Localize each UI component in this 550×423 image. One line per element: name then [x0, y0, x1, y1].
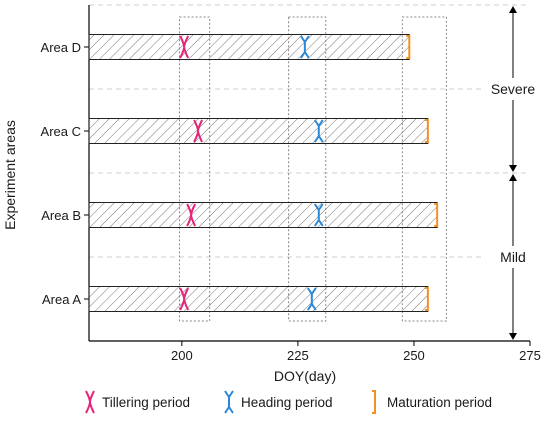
y-tick-label: Area B	[41, 208, 81, 223]
maturation-marker-shape	[424, 119, 429, 143]
legend: Tillering period Heading period Maturation…	[85, 390, 492, 414]
heading-legend-icon-shape	[224, 390, 234, 414]
legend-label: Maturation period	[387, 395, 492, 410]
tillering-marker	[193, 119, 203, 143]
group-arrow-down	[509, 333, 517, 340]
x-tick-label: 200	[171, 348, 193, 363]
group-arrow-down	[509, 165, 517, 172]
bar	[88, 34, 410, 60]
group-label-bg	[485, 78, 541, 100]
bar	[88, 202, 438, 228]
legend-label: Heading period	[241, 395, 333, 410]
x-tick-label: 250	[403, 348, 425, 363]
tillering-marker	[186, 203, 197, 227]
period-window	[179, 16, 211, 322]
tillering-marker-shape	[186, 203, 197, 227]
heading-marker	[313, 203, 324, 227]
group-label: Severe	[491, 81, 536, 97]
heading-marker-shape	[313, 203, 324, 227]
plot-area: 200 225 250 275 Area A Area B Area C Area D Mild…	[41, 4, 541, 363]
tillering-marker-shape	[179, 35, 190, 59]
heading-legend-icon	[224, 390, 234, 414]
maturation-marker-shape	[406, 35, 411, 59]
tillering-marker-shape	[193, 119, 203, 143]
heading-marker	[300, 35, 310, 59]
tillering-legend-icon	[85, 390, 95, 414]
tillering-marker	[179, 35, 190, 59]
group-arrow-up	[509, 6, 517, 13]
y-tick-label: Area A	[42, 292, 81, 307]
maturation-marker	[424, 287, 429, 311]
heading-marker-shape	[306, 287, 317, 311]
y-tick-label: Area C	[41, 124, 81, 139]
legend-label: Tillering period	[102, 395, 190, 410]
heading-marker	[306, 287, 317, 311]
maturation-legend-icon	[372, 390, 376, 414]
heading-marker-shape	[313, 119, 324, 143]
y-tick-label: Area D	[41, 40, 81, 55]
maturation-marker	[406, 35, 411, 59]
group-arrow-up	[509, 174, 517, 181]
tillering-marker-shape	[179, 287, 190, 311]
heading-marker	[313, 119, 324, 143]
maturation-marker-shape	[424, 287, 429, 311]
x-tick-label: 225	[287, 348, 309, 363]
bar	[88, 118, 429, 144]
tillering-legend-icon-shape	[85, 390, 95, 414]
x-tick-label: 275	[519, 348, 541, 363]
group-label: Mild	[500, 249, 526, 265]
period-window	[288, 16, 327, 322]
y-axis-label: Experiment areas	[2, 120, 18, 230]
maturation-window	[401, 16, 447, 322]
heading-marker-shape	[300, 35, 310, 59]
maturation-legend-icon-shape	[372, 390, 376, 414]
bar	[88, 286, 429, 312]
maturation-marker	[434, 203, 439, 227]
maturation-marker-shape	[434, 203, 439, 227]
group-label-bg	[485, 246, 541, 268]
x-axis-label: DOY(day)	[274, 368, 336, 384]
maturation-marker	[424, 119, 429, 143]
tillering-marker	[179, 287, 190, 311]
